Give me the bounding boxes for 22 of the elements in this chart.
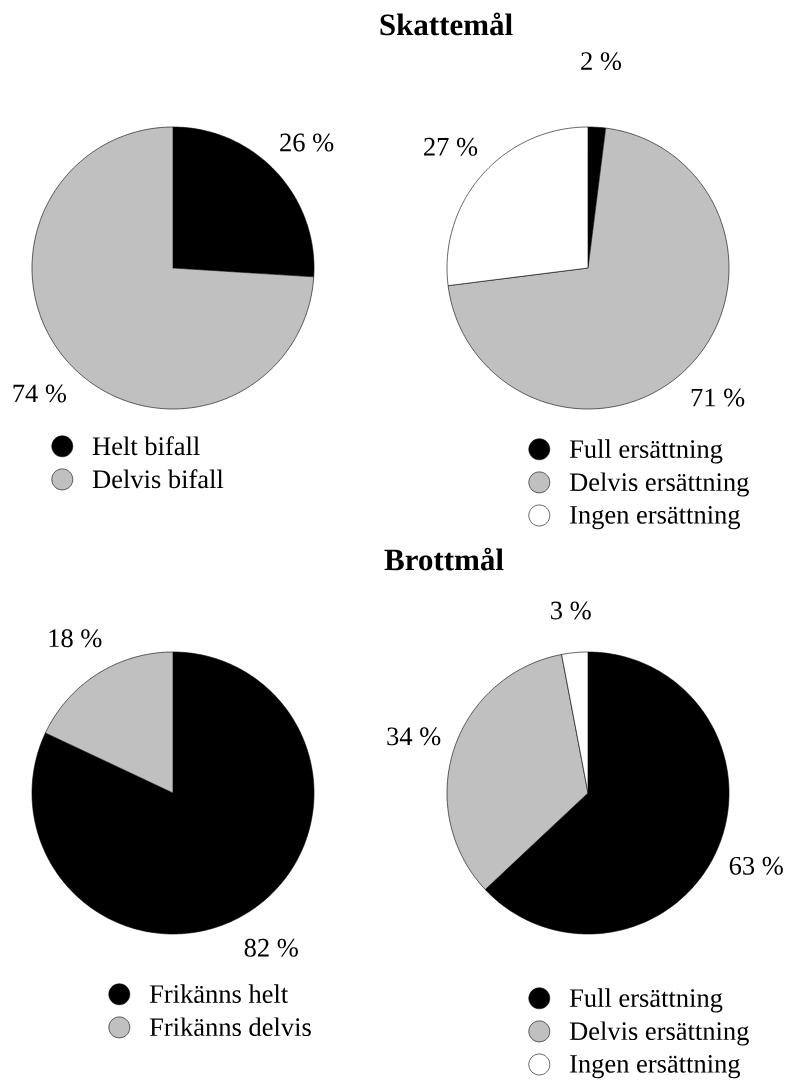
data-label: 63 % [729, 856, 783, 875]
data-label: 71 % [691, 388, 745, 407]
legend-label: Frikänns delvis [149, 1017, 311, 1037]
data-label: 18 % [49, 629, 102, 648]
legend-label: Ingen ersättning [570, 505, 741, 530]
legend-label: Delvis ersättning [569, 472, 749, 497]
legend-label: Delvis bifall [92, 469, 224, 489]
data-label: 27 % [424, 137, 478, 156]
data-label: 82 % [244, 938, 298, 957]
legend-label: Full ersättning [569, 988, 723, 1013]
legend-label: Delvis ersättning [569, 1021, 749, 1046]
data-label: 34 % [387, 727, 441, 746]
legend-label: Full ersättning [569, 439, 723, 464]
data-label: 3 % [551, 601, 591, 620]
legend-label: Ingen ersättning [570, 1054, 741, 1079]
chart-title: Skattemål [380, 12, 513, 36]
legend-label: Helt bifall [92, 436, 200, 456]
chart-title: Brottmål [384, 547, 504, 571]
data-label: 74 % [13, 384, 67, 403]
data-label: 26 % [280, 133, 334, 152]
data-label: 2 % [581, 52, 622, 71]
legend-label: Frikänns helt [149, 984, 289, 1003]
